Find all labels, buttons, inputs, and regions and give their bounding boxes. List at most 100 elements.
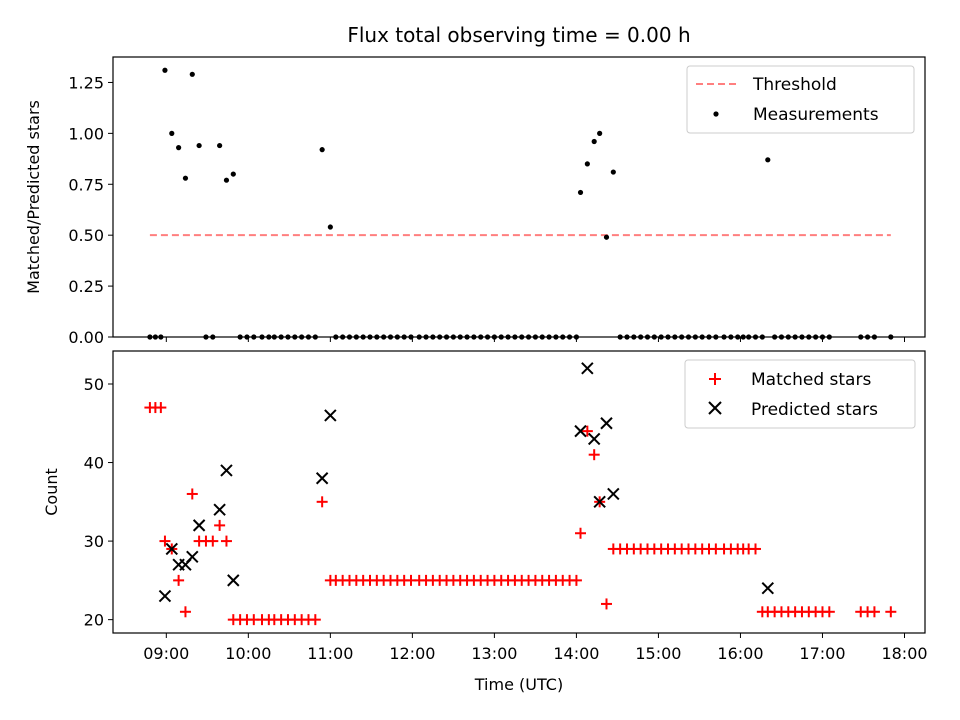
- top-ytick-label-1: 0.25: [68, 277, 104, 296]
- predicted-star-point-4: [186, 550, 199, 564]
- measurement-point-4: [169, 130, 175, 136]
- bottom-xtick-label-6: 15:00: [635, 644, 681, 663]
- measurement-point-102: [858, 334, 864, 340]
- measurement-point-14: [237, 334, 243, 340]
- measurement-point-24: [305, 334, 312, 340]
- matched-star-point-101: [823, 606, 835, 618]
- measurement-point-81: [692, 334, 698, 340]
- measurement-point-60: [553, 334, 559, 340]
- measurement-point-5: [176, 145, 182, 151]
- measurement-point-68: [603, 234, 610, 240]
- measurement-point-65: [584, 161, 590, 167]
- measurement-point-72: [631, 334, 637, 340]
- top-ytick-label-4: 1.00: [68, 124, 104, 143]
- predicted-star-point-11: [574, 424, 587, 438]
- bottom-ytick-label-3: 50: [84, 375, 104, 394]
- measurement-point-83: [706, 334, 712, 340]
- measurement-point-26: [319, 147, 325, 153]
- bottom-xtick-label-4: 13:00: [471, 644, 517, 663]
- bottom-ytick-label-2: 40: [84, 454, 104, 473]
- bottom-xtick-label-3: 12:00: [389, 644, 435, 663]
- matched-star-point-25: [309, 614, 321, 626]
- measurement-point-71: [624, 334, 630, 340]
- legend-matched-label: Matched stars: [751, 370, 871, 390]
- measurement-point-10: [210, 334, 216, 340]
- measurement-point-46: [457, 334, 463, 340]
- measurement-point-56: [525, 334, 532, 340]
- measurement-point-76: [658, 334, 664, 340]
- measurement-point-66: [591, 138, 597, 145]
- measurement-point-64: [577, 189, 584, 196]
- measurement-point-37: [394, 334, 400, 340]
- legend-predicted-swatch: [708, 401, 722, 415]
- measurement-point-99: [813, 334, 819, 340]
- measurement-point-51: [491, 334, 497, 340]
- bottom-xtick-label-7: 16:00: [717, 644, 763, 663]
- measurement-point-35: [381, 334, 387, 340]
- measurement-point-69: [610, 169, 616, 175]
- measurement-point-25: [312, 334, 318, 340]
- measurement-point-62: [566, 334, 573, 340]
- predicted-stars-points: [158, 362, 775, 603]
- measurement-point-94: [778, 334, 785, 340]
- top-y-axis: 0.00 0.25 0.50 0.75 1.00 1.25: [68, 73, 113, 347]
- measurement-point-17: [259, 334, 265, 340]
- matched-star-point-26: [316, 496, 328, 508]
- top-ytick-label-3: 0.75: [68, 175, 104, 194]
- matched-star-point-68: [600, 598, 612, 610]
- measurement-point-6: [182, 175, 189, 181]
- measurement-point-63: [573, 334, 580, 340]
- predicted-star-point-6: [213, 503, 226, 516]
- top-plot-area: [112, 56, 926, 338]
- measurement-point-13: [230, 171, 236, 177]
- matched-star-point-5: [173, 574, 185, 586]
- legend-measurements-swatch: [713, 111, 719, 117]
- measurement-point-77: [665, 334, 671, 340]
- measurement-point-18: [266, 334, 272, 340]
- legend-measurements-label: Measurements: [753, 105, 879, 125]
- measurement-point-31: [353, 334, 359, 340]
- measurement-point-85: [721, 334, 727, 340]
- measurement-point-93: [772, 334, 778, 340]
- measurement-point-96: [792, 334, 798, 340]
- measurement-point-9: [203, 334, 209, 340]
- measurement-point-98: [806, 334, 812, 340]
- measurement-point-92: [765, 157, 771, 163]
- measurement-point-86: [728, 334, 734, 340]
- measurement-point-43: [437, 334, 443, 340]
- top-panel: 0.00 0.25 0.50 0.75 1.00 1.25 Matched/Predict…: [24, 56, 926, 347]
- predicted-star-point-13: [587, 432, 601, 446]
- measurement-point-75: [651, 334, 657, 340]
- x-axis-label: Time (UTC): [474, 675, 563, 694]
- bottom-legend-box: [684, 359, 916, 429]
- matched-star-point-65: [581, 425, 593, 437]
- matched-star-point-105: [885, 606, 897, 618]
- top-ytick-label-2: 0.50: [68, 226, 104, 245]
- measurement-point-95: [785, 334, 791, 340]
- measurement-point-100: [819, 334, 826, 340]
- bottom-xtick-label-8: 17:00: [799, 644, 845, 663]
- measurement-point-16: [251, 334, 257, 340]
- bottom-x-axis: 09:00 10:00 11:00 12:00 13:00 14:00 15:00 16:00…: [143, 633, 928, 663]
- top-legend-box: [686, 65, 915, 134]
- predicted-star-point-15: [600, 417, 613, 430]
- bottom-xtick-label-2: 11:00: [307, 644, 353, 663]
- matched-star-point-90: [749, 543, 761, 555]
- bottom-y-axis: 20 30 40 50: [84, 375, 113, 630]
- matched-star-point-66: [588, 449, 600, 461]
- top-y-axis-label: Matched/Predicted stars: [24, 100, 43, 294]
- measurement-point-49: [478, 334, 484, 340]
- measurement-point-44: [443, 334, 450, 340]
- measurement-point-54: [512, 334, 518, 340]
- bottom-ytick-label-0: 20: [84, 611, 104, 630]
- predicted-star-point-17: [761, 582, 775, 595]
- bottom-legend: Matched stars Predicted stars: [684, 359, 916, 429]
- predicted-star-point-10: [324, 409, 337, 422]
- predicted-star-point-0: [158, 589, 172, 603]
- measurement-point-11: [217, 142, 223, 149]
- measurement-point-42: [430, 334, 436, 340]
- matched-star-point-2: [155, 402, 167, 414]
- measurement-point-74: [644, 334, 651, 340]
- chart-title: Flux total observing time = 0.00 h: [347, 23, 690, 47]
- measurement-point-78: [672, 334, 678, 340]
